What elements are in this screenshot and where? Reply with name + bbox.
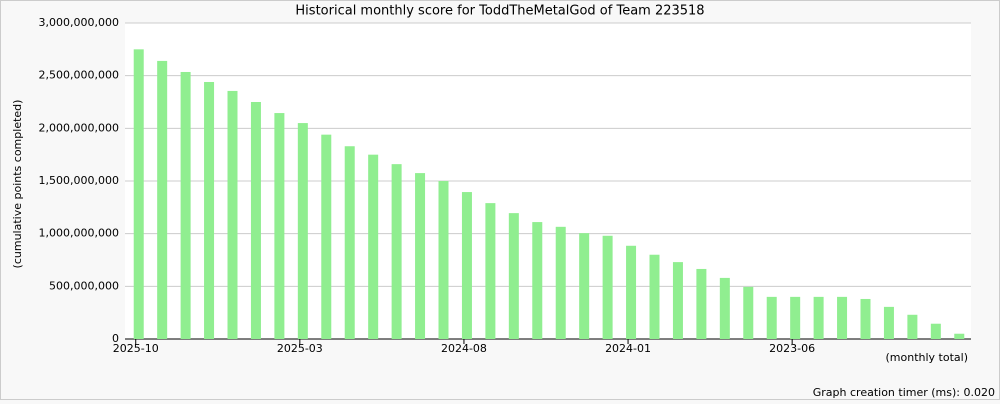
bar	[344, 146, 355, 339]
bar	[368, 154, 379, 339]
y-tick-label: 500,000,000	[49, 279, 119, 292]
bar	[297, 123, 308, 339]
y-tick-label: 2,500,000,000	[39, 69, 119, 82]
bar	[930, 323, 941, 339]
bar	[672, 262, 683, 339]
x-tick-label: 2024-01	[605, 342, 651, 355]
y-tick-label: 1,500,000,000	[39, 174, 119, 187]
bar	[860, 298, 871, 339]
bar	[485, 203, 496, 339]
bar	[438, 181, 449, 339]
bar	[883, 306, 894, 339]
bar	[954, 333, 965, 339]
x-tick-label: 2025-03	[277, 342, 323, 355]
bar	[790, 296, 801, 339]
bar	[180, 71, 191, 339]
bar	[579, 233, 590, 339]
bar	[696, 268, 707, 339]
bar	[391, 164, 402, 339]
bar	[555, 226, 566, 339]
bar	[508, 213, 519, 339]
bar	[532, 222, 543, 339]
y-tick-label: 2,000,000,000	[39, 121, 119, 134]
bar	[766, 296, 777, 339]
bar	[743, 286, 754, 339]
bar	[626, 245, 637, 339]
bar	[321, 134, 332, 339]
chart-title: Historical monthly score for ToddTheMeta…	[295, 4, 704, 19]
x-axis-label: (monthly total)	[886, 351, 969, 364]
bar	[133, 49, 144, 339]
bar	[461, 192, 472, 339]
y-tick-label: 0	[112, 332, 119, 345]
x-tick-label: 2025-10	[113, 342, 159, 355]
bar	[250, 102, 261, 339]
bar	[227, 90, 238, 339]
bar	[204, 81, 215, 339]
bar	[274, 113, 285, 339]
y-tick-label: 3,000,000,000	[39, 16, 119, 29]
bar	[602, 235, 613, 339]
bar	[813, 296, 824, 339]
footer: Graph creation timer (ms): 0.020	[813, 386, 995, 399]
bar	[157, 60, 168, 340]
bar	[415, 173, 426, 339]
y-tick-label: 1,000,000,000	[39, 227, 119, 240]
bar	[907, 314, 918, 339]
x-tick-label: 2023-06	[769, 342, 815, 355]
y-axis-label: (cumulative points completed)	[11, 100, 24, 269]
bar	[837, 296, 848, 339]
x-tick-label: 2024-08	[441, 342, 487, 355]
bar	[649, 254, 660, 339]
bar	[719, 277, 730, 339]
